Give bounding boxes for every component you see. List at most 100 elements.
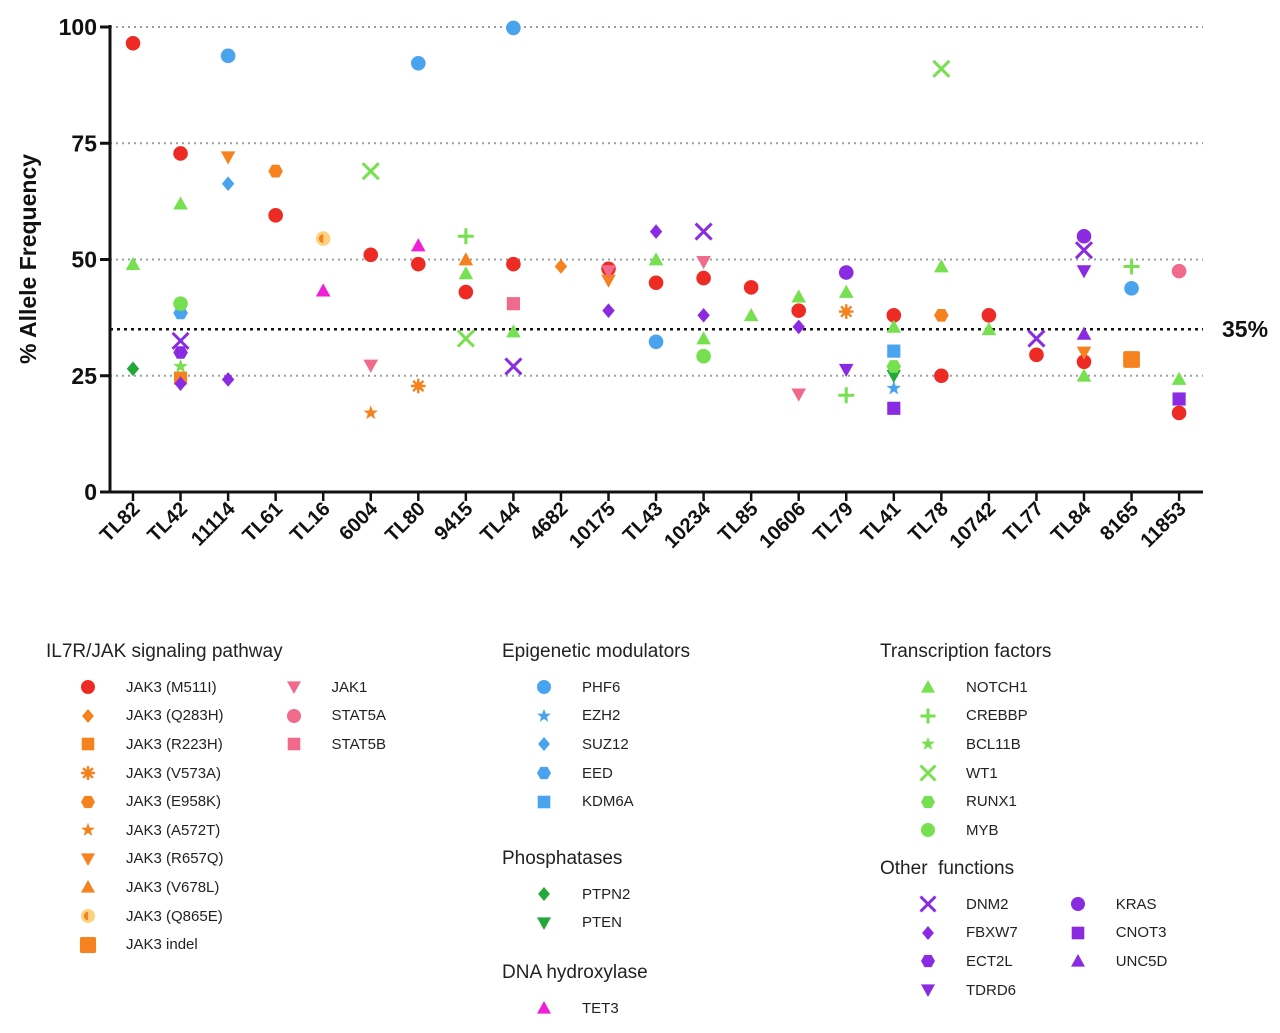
legend-label: JAK3 (V573A) (126, 764, 222, 782)
x-tick-label-tl41: TL41 (857, 498, 906, 547)
point-stat5b-tl44 (506, 297, 520, 311)
series-crebbp (457, 228, 1140, 404)
legend-label: STAT5B (331, 735, 387, 753)
triangle-down-icon (921, 984, 935, 998)
point-jak3-r657q-11114 (220, 151, 236, 165)
legend-marker-runx1 (921, 795, 935, 808)
point-stat5a-11853 (1171, 263, 1187, 279)
legend-item-jak3-m511i: JAK3 (M511I) (78, 673, 224, 702)
legend-marker-ect2l (921, 955, 935, 968)
legend-label: JAK3 (Q283H) (126, 707, 224, 725)
legend-transcription-items: NOTCH1 CREBBP BCL11B WT1 RUNX1 MYB (918, 673, 1051, 845)
point-jak3-m511i-tl85 (743, 280, 759, 295)
series-jak3-v678l (458, 252, 474, 266)
legend-item-jak3-v678l: JAK3 (V678L) (78, 873, 224, 902)
legend-label: JAK3 (E958K) (126, 793, 222, 811)
point-tet3-tl80 (411, 238, 426, 252)
legend-item-ezh2: EZH2 (534, 702, 690, 731)
series-phf6 (220, 20, 1139, 350)
point-phf6-tl44 (506, 20, 521, 36)
series-jak1 (363, 255, 806, 402)
series-pten (886, 369, 902, 384)
series-jak3-e958k (268, 164, 949, 322)
legend-item-jak3-r657q: JAK3 (R657Q) (78, 845, 224, 874)
legend-label: JAK3 (Q865E) (126, 907, 223, 925)
x-tick-label-10175: 10175 (565, 498, 620, 553)
x-tick-label-tl77: TL77 (999, 498, 1048, 547)
point-fbxw7-10175 (602, 303, 615, 318)
legend-marker-myb (921, 823, 935, 838)
legend-label: EZH2 (582, 707, 621, 725)
legend-marker-jak3-v573a (81, 766, 95, 781)
hexagon-icon (921, 955, 935, 968)
point-jak3-v678l-9415 (458, 252, 474, 266)
circle-icon (1070, 897, 1085, 912)
legend-label: CREBBP (966, 707, 1028, 725)
point-phf6-8165 (1124, 281, 1139, 296)
legend-item-jak1: JAK1 (284, 673, 386, 702)
legend-label: JAK3 (A572T) (126, 821, 221, 839)
legend-other-column-1: DNM2 FBXW7 ECT2L TDRD6 (918, 890, 1018, 1004)
legend-label: KDM6A (582, 793, 634, 811)
circle-icon (81, 680, 95, 695)
series-jak3-indel (1123, 351, 1140, 368)
legend-marker-eed (537, 766, 551, 780)
point-tdrd6-tl84 (1076, 265, 1092, 279)
legend-item-bcl11b: BCL11B (918, 730, 1051, 759)
hexagon-icon (81, 795, 95, 808)
legend-item-ptpn2: PTPN2 (534, 880, 630, 909)
point-notch1-tl41 (886, 319, 902, 333)
diamond-icon (82, 708, 94, 723)
legend-label: PTEN (582, 914, 623, 932)
legend-label: TET3 (582, 999, 619, 1017)
star-icon (81, 822, 95, 837)
series-ezh2 (886, 380, 902, 395)
diamond-icon (538, 737, 550, 752)
x-tick-label-tl43: TL43 (619, 498, 668, 547)
legend-label: WT1 (966, 764, 998, 782)
legend-item-kdm6a: KDM6A (534, 787, 690, 816)
point-notch1-tl44 (506, 324, 521, 338)
gridlines (110, 26, 1203, 377)
legend-label: FBXW7 (966, 924, 1018, 942)
point-fbxw7-tl43 (649, 224, 663, 239)
point-dnm2-tl77 (1027, 329, 1046, 348)
series-runx1 (886, 360, 902, 373)
x-tick-label-8165: 8165 (1096, 498, 1143, 545)
legend-marker-kdm6a (537, 795, 551, 808)
point-jak3-m511i-tl61 (268, 208, 283, 223)
legend-item-cnot3: CNOT3 (1068, 919, 1168, 948)
legend-item-pten: PTEN (534, 909, 630, 938)
legend-label: JAK3 indel (126, 936, 198, 954)
legend-marker-bcl11b (921, 737, 935, 751)
series-suz12 (221, 176, 235, 192)
triangle-up-icon (81, 880, 95, 894)
x-tick-label-tl42: TL42 (144, 498, 193, 547)
legend-marker-kras (1070, 897, 1085, 912)
legend-marker-stat5a (286, 708, 301, 723)
star-icon (537, 708, 551, 722)
legend-item-jak3-r223h: JAK3 (R223H) (78, 730, 224, 759)
x-tick-label-tl78: TL78 (904, 498, 953, 547)
series-unc5d (1076, 326, 1092, 340)
square-icon (287, 738, 300, 751)
point-jak3-m511i-tl78 (934, 368, 949, 384)
legend-item-jak3-q283h: JAK3 (Q283H) (78, 702, 224, 731)
legend-label: NOTCH1 (966, 678, 1028, 696)
legend-label: MYB (966, 821, 999, 839)
legend-phosphatases: Phosphatases PTPN2 PTEN (502, 848, 630, 937)
point-jak3-m511i-tl80 (411, 256, 426, 272)
point-fbxw7-10606 (792, 319, 805, 335)
legend-il7r-column-2: JAK1 STAT5A STAT5B (284, 673, 386, 959)
point-jak3-m511i-tl41 (886, 308, 902, 323)
legend-item-jak3-indel: JAK3 indel (78, 930, 224, 959)
burst-icon (81, 766, 95, 781)
series-tet3 (315, 238, 426, 297)
triangle-down-icon (81, 853, 95, 866)
triangle-down-icon (286, 681, 301, 695)
series-kras (838, 228, 1092, 280)
point-tet3-tl16 (315, 283, 331, 297)
x-tick-label-10606: 10606 (755, 498, 810, 553)
legend-other-column-2: KRAS CNOT3 UNC5D (1068, 890, 1168, 1004)
hexagon-icon (921, 795, 935, 808)
